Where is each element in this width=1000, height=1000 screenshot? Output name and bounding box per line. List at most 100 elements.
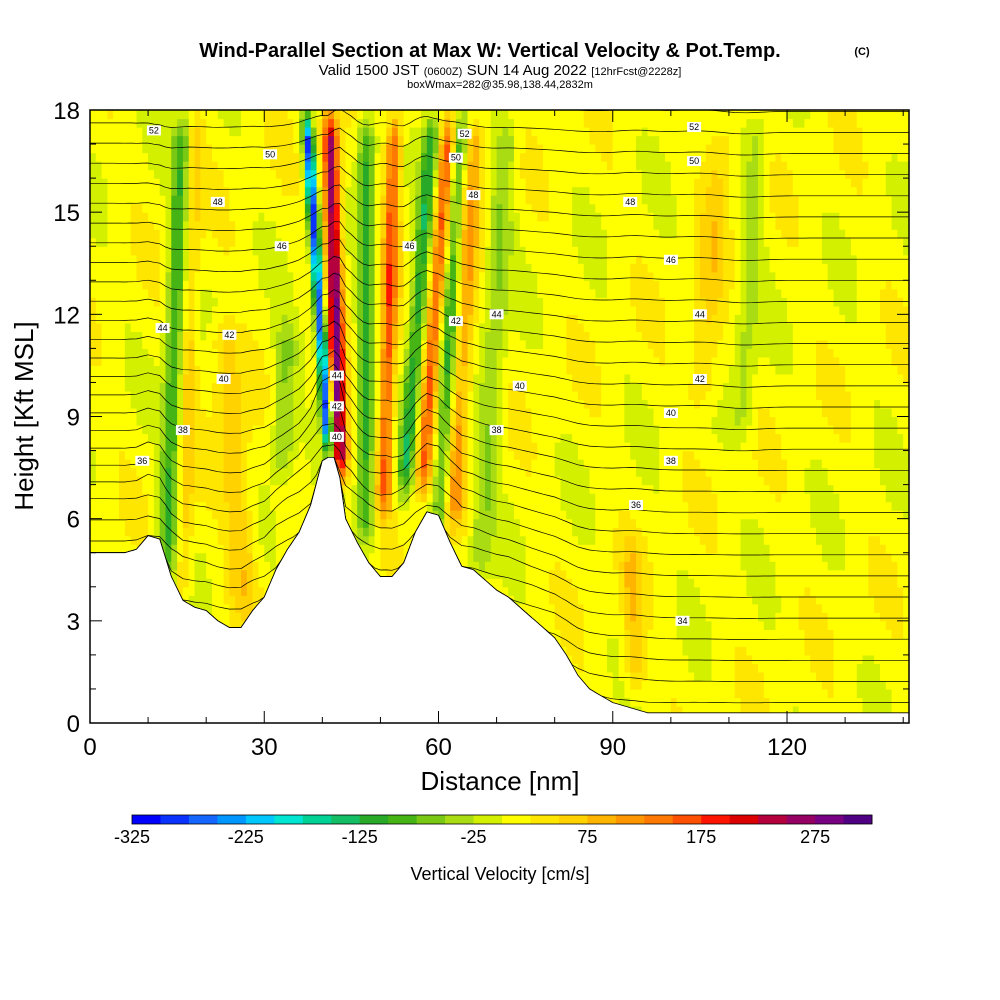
velocity-cell — [444, 425, 451, 435]
velocity-cell — [304, 425, 312, 435]
velocity-cell — [252, 203, 260, 213]
velocity-cell — [421, 365, 428, 375]
velocity-cell — [415, 118, 422, 128]
velocity-cell — [275, 178, 283, 188]
velocity-cell — [479, 476, 486, 486]
velocity-cell — [415, 390, 422, 401]
velocity-cell — [310, 484, 318, 494]
velocity-cell — [333, 450, 341, 460]
velocity-cell — [386, 127, 393, 137]
velocity-cell — [345, 212, 352, 222]
velocity-cell — [148, 271, 155, 281]
velocity-cell — [206, 476, 213, 486]
velocity-cell — [252, 433, 260, 443]
velocity-cell — [455, 510, 463, 520]
velocity-cell — [409, 127, 416, 137]
velocity-cell — [397, 118, 405, 128]
velocity-cell — [392, 535, 399, 545]
velocity-cell — [473, 433, 480, 443]
velocity-cell — [206, 254, 213, 264]
velocity-cell — [403, 544, 411, 554]
velocity-cell — [206, 135, 213, 145]
velocity-cell — [188, 348, 196, 358]
velocity-cell — [200, 425, 207, 435]
velocity-cell — [432, 365, 440, 375]
velocity-cell — [357, 169, 364, 179]
velocity-cell — [258, 110, 265, 120]
velocity-cell — [287, 305, 294, 315]
velocity-cell — [392, 246, 399, 256]
velocity-cell — [380, 535, 387, 545]
velocity-cell — [275, 220, 283, 230]
velocity-cell — [438, 390, 445, 401]
velocity-cell — [368, 518, 376, 528]
velocity-cell — [397, 169, 405, 179]
velocity-cell — [177, 476, 184, 486]
velocity-cell — [101, 322, 109, 332]
velocity-cell — [148, 152, 155, 162]
velocity-cell — [101, 544, 109, 554]
velocity-cell — [124, 161, 132, 171]
velocity-cell — [217, 595, 225, 605]
velocity-cell — [421, 459, 428, 469]
velocity-cell — [432, 246, 440, 256]
velocity-cell — [182, 135, 190, 145]
velocity-cell — [211, 186, 219, 196]
velocity-cell — [136, 144, 143, 154]
velocity-cell — [409, 161, 416, 171]
velocity-cell — [206, 339, 213, 349]
velocity-cell — [130, 510, 138, 520]
velocity-cell — [136, 331, 143, 341]
velocity-cell — [177, 578, 184, 588]
velocity-cell — [386, 407, 393, 418]
velocity-cell — [293, 356, 300, 367]
velocity-cell — [223, 476, 231, 486]
velocity-cell — [304, 229, 312, 239]
velocity-cell — [426, 127, 434, 137]
velocity-cell — [235, 476, 242, 486]
velocity-cell — [194, 450, 201, 460]
velocity-cell — [386, 535, 393, 545]
velocity-cell — [223, 416, 231, 426]
velocity-cell — [124, 365, 132, 375]
velocity-cell — [281, 459, 289, 469]
velocity-cell — [333, 297, 341, 307]
velocity-cell — [450, 220, 457, 230]
velocity-cell — [299, 382, 306, 392]
velocity-cell — [368, 493, 376, 503]
velocity-cell — [124, 212, 132, 222]
velocity-cell — [281, 484, 289, 494]
velocity-cell — [409, 203, 416, 213]
velocity-cell — [409, 442, 416, 452]
velocity-cell — [299, 399, 306, 409]
velocity-cell — [194, 399, 201, 409]
velocity-cell — [113, 178, 120, 188]
velocity-cell — [200, 169, 207, 179]
velocity-cell — [101, 373, 109, 384]
velocity-cell — [328, 195, 335, 205]
velocity-cell — [467, 135, 474, 145]
velocity-cell — [368, 135, 376, 145]
velocity-cell — [159, 356, 167, 367]
velocity-cell — [287, 356, 294, 367]
velocity-cell — [101, 186, 109, 196]
velocity-cell — [241, 442, 248, 452]
velocity-cell — [107, 416, 114, 426]
velocity-cell — [339, 459, 347, 469]
velocity-cell — [357, 493, 364, 503]
velocity-cell — [438, 322, 445, 332]
velocity-cell — [113, 407, 120, 418]
velocity-cell — [136, 314, 143, 324]
velocity-cell — [386, 501, 393, 511]
velocity-cell — [188, 467, 196, 477]
velocity-cell — [339, 348, 347, 358]
velocity-cell — [374, 459, 382, 469]
velocity-cell — [363, 442, 370, 452]
velocity-cell — [165, 484, 172, 494]
velocity-cell — [426, 314, 434, 324]
velocity-cell — [177, 280, 184, 290]
velocity-cell — [165, 237, 172, 247]
velocity-cell — [101, 161, 109, 171]
velocity-cell — [171, 399, 178, 409]
velocity-cell — [223, 237, 231, 247]
